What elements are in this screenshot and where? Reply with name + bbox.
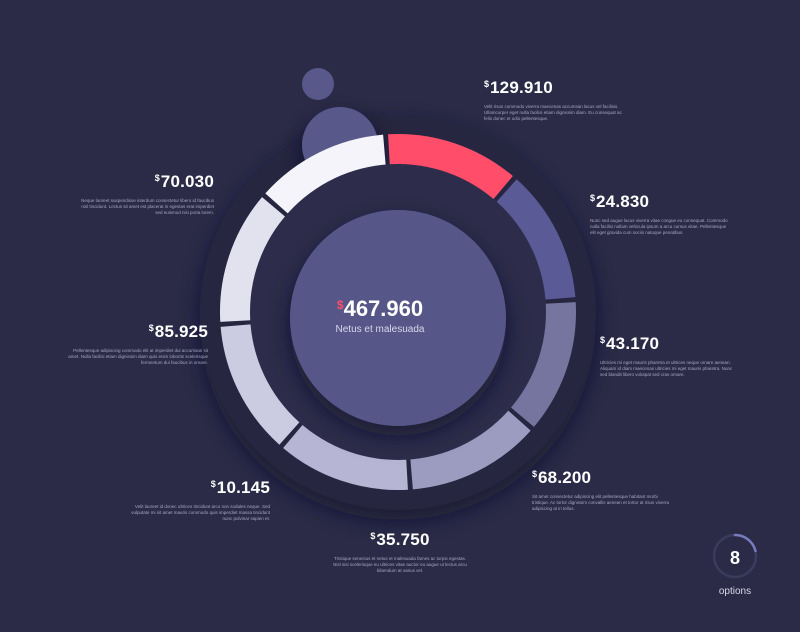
currency-symbol: $ <box>370 531 376 541</box>
callout-text: Pellentesque adipiscing commodo elit at … <box>68 348 208 365</box>
donut-segment-4 <box>409 405 531 490</box>
center-total-value: 467.960 <box>343 296 424 321</box>
callout-5: $35.750 Tristique senectus et netus et m… <box>330 530 470 574</box>
currency-symbol: $ <box>600 335 606 345</box>
callout-text: Tristique senectus et netus et malesuada… <box>333 556 467 573</box>
callout-value: 85.925 <box>154 322 208 341</box>
callout-text: Neque laoreet suspendisse interdum conse… <box>81 198 214 215</box>
callout-1: $129.910 Velit risus commodo viverra mae… <box>484 78 624 122</box>
donut-segment-5 <box>283 418 408 490</box>
options-label: options <box>718 586 752 597</box>
callout-value: 24.830 <box>596 192 650 211</box>
donut-segment-2 <box>491 179 576 301</box>
currency-symbol: $ <box>484 79 490 89</box>
callout-text: Velit risus commodo viverra maecenas acc… <box>484 104 622 121</box>
center-disc <box>290 210 506 426</box>
callout-value: 10.145 <box>216 478 270 497</box>
options-count: 8 <box>729 548 740 568</box>
callout-7: $85.925 Pellentesque adipiscing commodo … <box>68 322 208 366</box>
callout-8: $70.030 Neque laoreet suspendisse interd… <box>74 172 214 216</box>
currency-symbol: $ <box>154 173 160 183</box>
callout-text: Ultricies mi eget mauris pharetra et ult… <box>600 360 733 377</box>
donut-segments <box>220 134 577 490</box>
callout-value: 43.170 <box>606 334 660 353</box>
currency-symbol: $ <box>148 323 154 333</box>
currency-symbol: $ <box>532 469 538 479</box>
options-ring-arc <box>733 533 757 553</box>
callout-6: $10.145 Velit laoreet id donec ultrices … <box>130 478 270 522</box>
callout-text: Sit amet consectetur adipiscing elit pel… <box>532 494 670 511</box>
callout-2: $24.830 Nunc sed augue lacus viverra vit… <box>590 192 730 236</box>
callout-value: 129.910 <box>490 78 553 97</box>
callout-value: 70.030 <box>160 172 214 191</box>
donut-segment-6 <box>220 323 305 445</box>
donut-segment-7 <box>220 197 292 322</box>
currency-symbol: $ <box>210 479 216 489</box>
center-total: $467.960 Netus et malesuada <box>300 296 460 335</box>
callout-4: $68.200 Sit amet consectetur adipiscing … <box>532 468 672 512</box>
decor-circle-small <box>302 68 334 100</box>
callout-value: 35.750 <box>376 530 430 549</box>
donut-segment-1 <box>388 134 513 206</box>
callout-3: $43.170 Ultricies mi eget mauris pharetr… <box>600 334 740 378</box>
donut-segment-8 <box>265 134 387 219</box>
center-subtitle: Netus et malesuada <box>335 324 425 335</box>
callout-text: Velit laoreet id donec ultrices tincidun… <box>131 504 270 521</box>
callout-text: Nunc sed augue lacus viverra vitae congu… <box>590 218 728 235</box>
currency-symbol: $ <box>590 193 596 203</box>
center-currency: $ <box>336 298 344 312</box>
callout-value: 68.200 <box>538 468 592 487</box>
donut-segment-3 <box>504 302 577 427</box>
